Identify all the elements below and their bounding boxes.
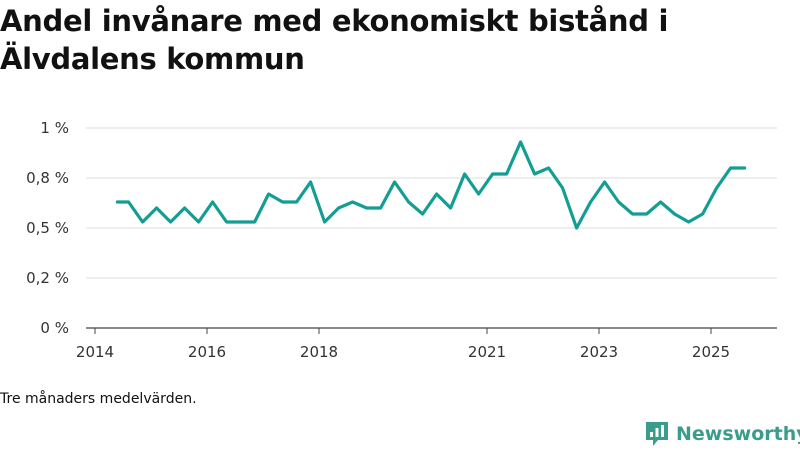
gridlines (86, 127, 777, 279)
y-tick-label: 1 % (40, 119, 69, 137)
x-tick-label: 2021 (468, 343, 506, 361)
y-tick-label: 0,2 % (26, 269, 69, 287)
y-axis: 0 % 0,2 % 0,5 % 0,8 % 1 % (26, 119, 69, 337)
series (115, 140, 747, 230)
chart-note: Tre månaders medelvärden. (0, 391, 197, 407)
y-tick-label: 0,8 % (26, 169, 69, 187)
brand-name: Newsworthy (676, 423, 800, 445)
x-tick-label: 2016 (188, 343, 226, 361)
x-tick-label: 2023 (580, 343, 618, 361)
x-tick-label: 2014 (76, 343, 114, 361)
newsworthy-logo-icon (646, 422, 668, 446)
chart-title: Andel invånare med ekonomiskt bistånd i … (0, 4, 669, 76)
newsworthy-brand[interactable]: Newsworthy (644, 420, 800, 448)
x-tick-label: 2025 (692, 343, 730, 361)
series-line (115, 140, 747, 230)
x-axis: 2014 2016 2018 2021 2023 2025 (76, 327, 777, 361)
x-tick-label: 2018 (300, 343, 338, 361)
y-tick-label: 0 % (40, 319, 69, 337)
y-tick-label: 0,5 % (26, 219, 69, 237)
